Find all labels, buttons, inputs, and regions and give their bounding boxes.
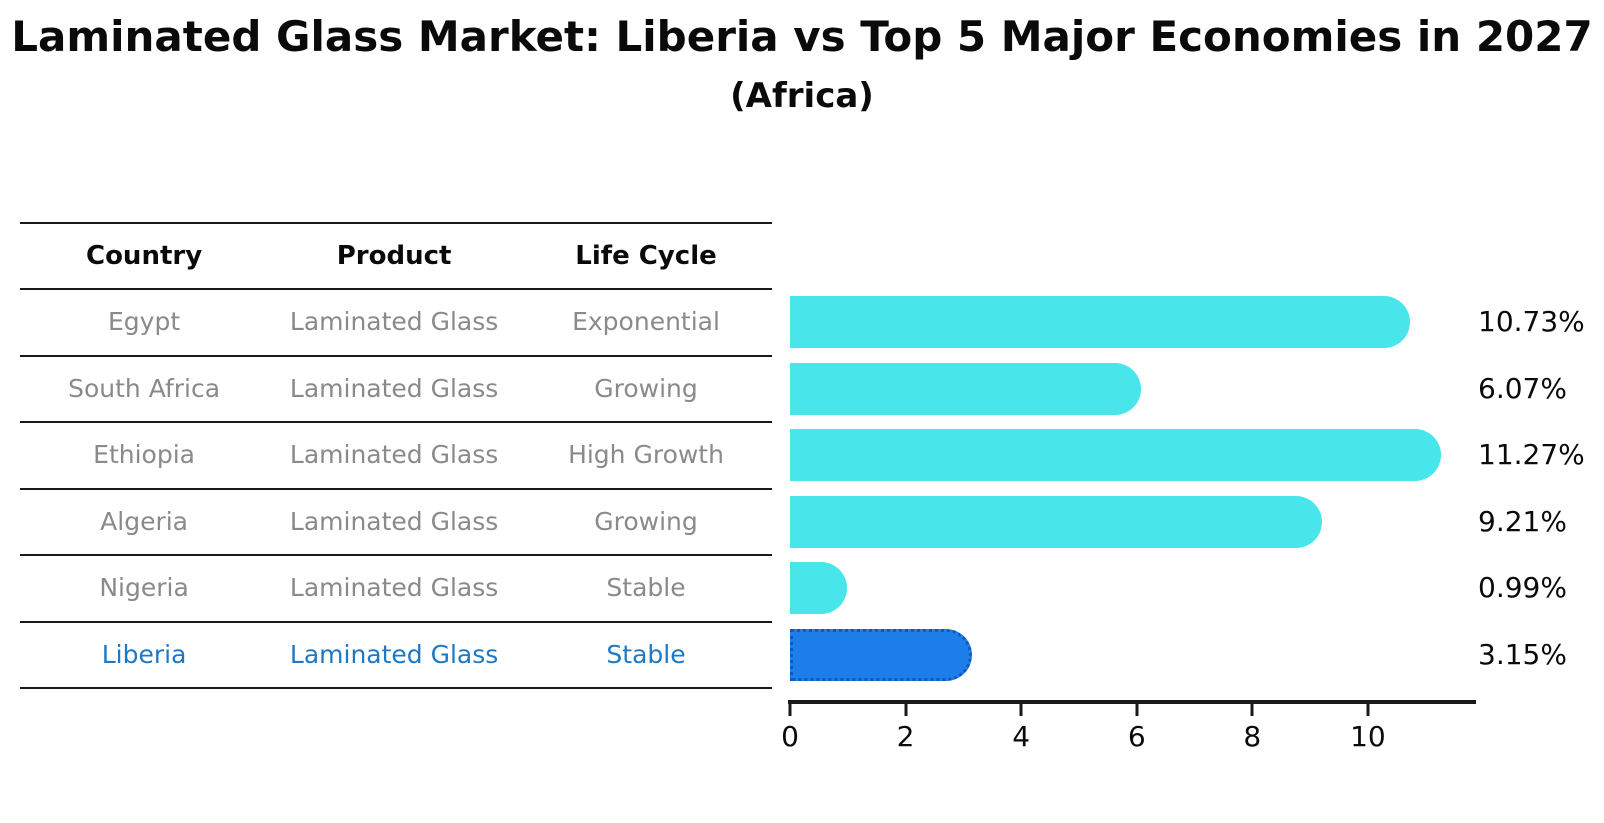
bar-row: [790, 555, 1476, 622]
cell-product: Laminated Glass: [289, 440, 499, 469]
bar-egypt: [790, 296, 1411, 348]
value-label-nigeria: 0.99%: [1478, 571, 1567, 604]
table-row: South Africa Laminated Glass Growing: [20, 357, 772, 423]
x-tick: [1366, 704, 1370, 716]
x-tick-label: 10: [1350, 720, 1386, 753]
value-label-algeria: 9.21%: [1478, 504, 1567, 538]
bar-chart: [790, 289, 1476, 688]
value-label-egypt: 10.73%: [1478, 305, 1585, 338]
cell-country: Algeria: [100, 506, 188, 536]
x-tick: [1019, 704, 1023, 716]
bar-algeria: [790, 495, 1323, 548]
table-row: Nigeria Laminated Glass Stable: [20, 556, 772, 623]
x-tick-label: 6: [1127, 720, 1146, 753]
cell-life-cycle: Growing: [594, 506, 698, 536]
cell-product: Laminated Glass: [289, 573, 499, 602]
value-label-south-africa: 6.07%: [1478, 371, 1567, 405]
cell-product: Laminated Glass: [289, 307, 499, 336]
table-header-row: Country Product Life Cycle: [20, 224, 772, 290]
x-tick: [1250, 704, 1254, 716]
cell-life-cycle: Stable: [606, 639, 686, 669]
cell-life-cycle: Growing: [594, 373, 698, 403]
x-tick: [788, 704, 792, 716]
cell-product: Laminated Glass: [289, 373, 499, 403]
cell-country: Nigeria: [99, 573, 189, 602]
cell-life-cycle: Exponential: [572, 307, 720, 336]
bar-row: [790, 622, 1476, 689]
x-tick-label: 4: [1012, 720, 1031, 753]
table-row-liberia: Liberia Laminated Glass Stable: [20, 623, 772, 689]
bar-ethiopia: [790, 429, 1442, 481]
bar-south-africa: [790, 362, 1141, 415]
cell-country: South Africa: [68, 373, 221, 403]
x-axis-tick-labels: 0 2 4 6 8 10: [781, 720, 1476, 756]
table-row: Ethiopia Laminated Glass High Growth: [20, 423, 772, 490]
chart-title: Laminated Glass Market: Liberia vs Top 5…: [11, 12, 1593, 61]
value-label-liberia: 3.15%: [1478, 637, 1567, 671]
column-header-product: Product: [336, 241, 452, 271]
bar-liberia-highlighted: [790, 628, 973, 681]
bar-row: [790, 289, 1476, 356]
value-label-ethiopia: 11.27%: [1478, 438, 1585, 471]
bar-row: [790, 356, 1476, 423]
cell-product: Laminated Glass: [289, 506, 499, 536]
cell-product: Laminated Glass: [289, 639, 499, 669]
x-axis-ticks: [788, 704, 1476, 716]
bar-nigeria: [790, 562, 848, 614]
cell-life-cycle: Stable: [606, 573, 686, 602]
table-row: Egypt Laminated Glass Exponential: [20, 290, 772, 357]
x-tick-label: 2: [896, 720, 915, 753]
column-header-life-cycle: Life Cycle: [575, 241, 717, 271]
cell-country: Ethiopia: [93, 440, 195, 469]
value-label-column: 10.73% 6.07% 11.27% 9.21% 0.99% 3.15%: [1478, 289, 1604, 688]
table-row: Algeria Laminated Glass Growing: [20, 490, 772, 556]
cell-country: Egypt: [108, 307, 181, 336]
bar-row: [790, 489, 1476, 556]
bar-row: [790, 422, 1476, 489]
x-axis-line: [788, 700, 1476, 704]
cell-country: Liberia: [101, 639, 187, 669]
x-tick: [904, 704, 908, 716]
column-header-country: Country: [85, 241, 203, 271]
x-tick-label: 0: [781, 720, 799, 753]
x-tick: [1135, 704, 1139, 716]
country-table: Country Product Life Cycle Egypt Laminat…: [20, 222, 772, 689]
x-tick-label: 8: [1243, 720, 1262, 753]
cell-life-cycle: High Growth: [568, 440, 724, 469]
chart-subtitle: (Africa): [730, 76, 874, 116]
